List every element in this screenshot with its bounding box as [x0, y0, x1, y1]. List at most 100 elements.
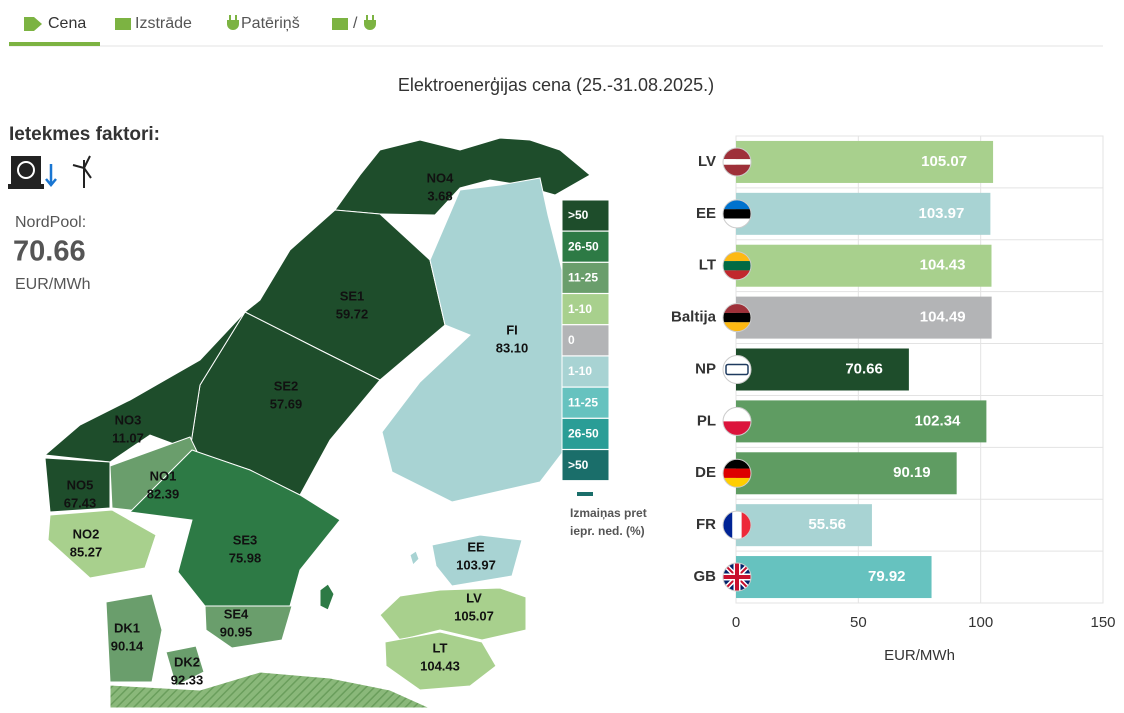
region-value: 11.07: [112, 430, 144, 445]
active-tab-indicator: [9, 42, 100, 46]
map-region: [384, 631, 497, 691]
map-region: [431, 534, 523, 587]
flag-stripe: [723, 312, 751, 323]
bar: [736, 504, 872, 547]
flag-mark: [725, 363, 749, 376]
region-name: NO2: [73, 526, 100, 541]
legend-caption: Izmaiņas pret iepr. ned. (%): [570, 506, 647, 538]
region-name: NO5: [67, 477, 94, 492]
legend-label: >50: [568, 458, 589, 472]
x-tick-label: 150: [1090, 614, 1115, 631]
y-tick-label: GB: [694, 568, 717, 585]
region-name: SE3: [233, 532, 258, 547]
legend-label: 11-25: [568, 271, 598, 285]
region-value: 85.27: [70, 544, 103, 559]
flag-border: [722, 406, 752, 436]
legend-label: 1-10: [568, 364, 592, 378]
flag-stripe: [723, 468, 751, 478]
y-tick-label: NP: [695, 360, 716, 377]
legend-label: >50: [568, 208, 589, 222]
region-name: NO1: [150, 468, 177, 483]
legend-label: 26-50: [568, 427, 599, 441]
flag-stripe: [723, 303, 751, 313]
legend-swatch: [561, 324, 610, 357]
y-tick-label: EE: [696, 205, 716, 222]
region-name: DK1: [114, 620, 140, 635]
region-value: 82.39: [147, 486, 180, 501]
tab[interactable]: /: [353, 15, 358, 32]
bar: [736, 452, 957, 495]
legend-swatch: [561, 449, 610, 482]
legend-label: 11-25: [568, 395, 598, 409]
flag-stripe: [723, 459, 751, 469]
flag-icon: [722, 251, 752, 281]
legend-label: 0: [568, 333, 575, 347]
tab-icons: [24, 15, 376, 31]
region-value: 105.07: [454, 608, 494, 623]
y-tick-label: FR: [696, 516, 716, 533]
nordpool-label: NordPool:: [15, 214, 86, 231]
bar: [736, 348, 909, 391]
bar: [736, 296, 992, 339]
map-region: [379, 587, 527, 641]
flag-stripe: [723, 218, 751, 228]
flag-stripe: [723, 251, 751, 262]
x-tick-label: 0: [732, 614, 740, 631]
legend-label: 1-10: [568, 302, 592, 316]
flag-body: [723, 251, 751, 280]
tab[interactable]: Patēriņš: [241, 15, 300, 32]
region-name: NO4: [427, 170, 455, 185]
region-name: SE1: [340, 288, 365, 303]
legend-label: 26-50: [568, 239, 599, 253]
flag-icon: [722, 562, 752, 592]
bar-value-label: 70.66: [845, 360, 883, 377]
bar-value-label: 79.92: [868, 568, 906, 585]
region-name: LT: [433, 640, 448, 655]
region-value: 90.95: [220, 624, 253, 639]
flag-border: [722, 303, 752, 333]
flag-stripe: [723, 147, 751, 160]
flag-stripe: [741, 511, 751, 540]
flag-border: [722, 251, 752, 281]
legend-swatch: [561, 417, 610, 450]
bar: [736, 556, 932, 599]
legend-swatch: [561, 199, 610, 232]
nordpool-value: 70.66: [13, 236, 86, 268]
flag-border: [722, 510, 752, 540]
flag-stripe: [723, 270, 751, 280]
flag-body: [723, 459, 751, 488]
map-region: [105, 593, 163, 683]
legend-marker: [577, 492, 593, 496]
flag-stripe: [732, 511, 742, 540]
bar-value-label: 104.49: [920, 309, 966, 326]
flag-field: [723, 355, 751, 384]
bar: [736, 140, 994, 183]
x-tick-label: 100: [968, 614, 993, 631]
x-tick-label: 50: [850, 614, 867, 631]
y-tick-label: LT: [699, 257, 716, 274]
tab[interactable]: Cena: [48, 15, 86, 32]
map-region: [334, 137, 591, 216]
bar-value-label: 102.34: [915, 412, 962, 429]
flag-body: [723, 511, 751, 540]
flag-icon: [722, 510, 752, 540]
region-value: 83.10: [496, 340, 529, 355]
y-tick-label: DE: [695, 464, 716, 481]
bar: [736, 400, 987, 443]
flag-stripe: [723, 477, 751, 488]
flag-body: [723, 407, 751, 436]
region-value: 3.68: [427, 188, 452, 203]
region-value: 103.97: [456, 557, 496, 572]
tab[interactable]: Izstrāde: [135, 15, 192, 32]
flag-icon: [722, 355, 752, 384]
region-value: 75.98: [229, 550, 262, 565]
y-tick-label: PL: [697, 412, 716, 429]
flag-stripe: [723, 159, 751, 165]
map-region: [44, 457, 111, 513]
bar: [736, 244, 992, 287]
flag-border: [722, 562, 752, 592]
flag-icon: [722, 303, 752, 333]
legend-swatch: [561, 230, 610, 263]
page-title: Elektroenerģijas cena (25.-31.08.2025.): [398, 75, 714, 95]
